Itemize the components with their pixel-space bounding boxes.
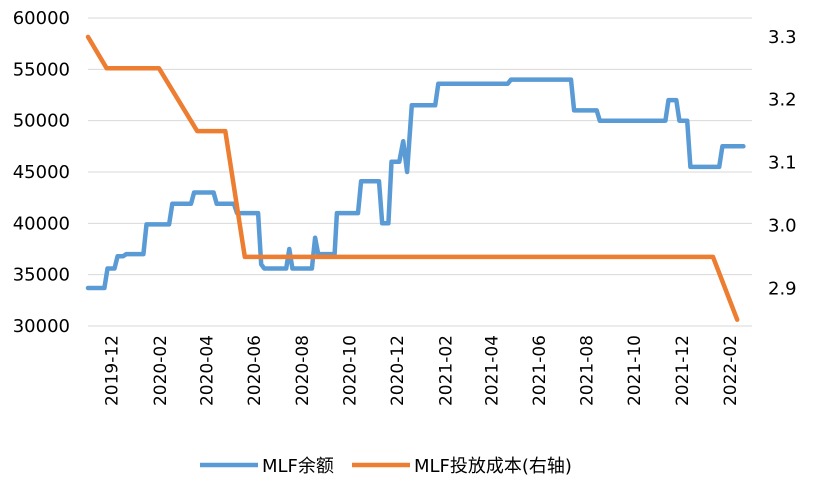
x-tick-label: 2020-06: [245, 335, 265, 406]
x-tick-label: 2020-12: [388, 335, 408, 406]
y-left-tick-label: 45000: [13, 162, 70, 183]
y-left-tick-label: 30000: [13, 316, 70, 337]
x-tick-label: 2021-10: [625, 335, 645, 406]
x-tick-label: 2020-10: [340, 335, 360, 406]
x-tick-label: 2020-08: [293, 335, 313, 406]
y-right-tick-label: 3.1: [768, 153, 797, 174]
gridlines: [88, 17, 752, 327]
y-left-tick-label: 35000: [13, 265, 70, 286]
x-tick-label: 2020-02: [151, 335, 171, 406]
x-tick-label: 2021-12: [673, 335, 693, 406]
y-right-tick-label: 2.9: [768, 278, 797, 299]
x-tick-label: 2019-12: [102, 335, 122, 406]
x-tick-label: 2020-04: [198, 335, 218, 406]
y-left-tick-label: 55000: [13, 59, 70, 80]
series-line-mlf-cost: [85, 34, 740, 322]
x-tick-label: 2021-04: [482, 335, 502, 406]
y-right-tick-label: 3.0: [768, 215, 797, 236]
axes: 30000 35000 40000 45000 50000 55000 60000 2.9 3.…: [13, 8, 797, 406]
legend: MLF余额 MLF投放成本(右轴): [200, 456, 572, 477]
x-tick-label: 2021-02: [436, 335, 456, 406]
x-tick-label: 2022-02: [721, 335, 741, 406]
y-left-tick-label: 40000: [13, 213, 70, 234]
series: [85, 34, 746, 322]
x-tick-label: 2021-06: [530, 335, 550, 406]
y-right-tick-label: 3.3: [768, 27, 797, 48]
x-tick-label: 2021-08: [578, 335, 598, 406]
y-left-tick-label: 60000: [13, 8, 70, 29]
y-left-tick-label: 50000: [13, 111, 70, 132]
legend-item-mlf-balance-label: MLF余额: [262, 456, 334, 477]
series-line-mlf-balance: [85, 77, 746, 291]
legend-item-mlf-cost-label: MLF投放成本(右轴): [414, 456, 572, 477]
y-right-tick-label: 3.2: [768, 90, 797, 111]
